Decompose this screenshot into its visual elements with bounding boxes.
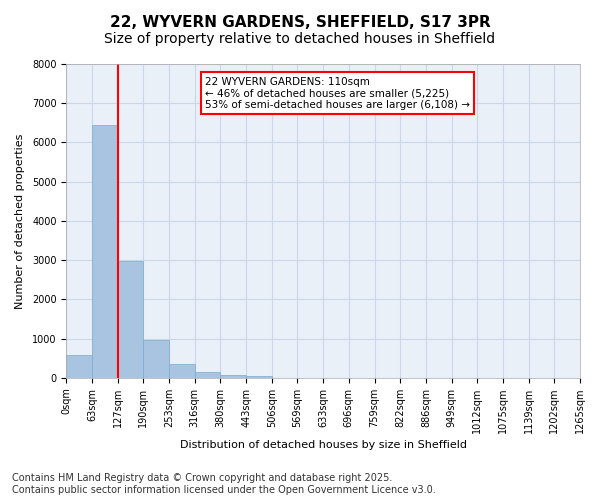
X-axis label: Distribution of detached houses by size in Sheffield: Distribution of detached houses by size … <box>179 440 467 450</box>
Text: Contains HM Land Registry data © Crown copyright and database right 2025.
Contai: Contains HM Land Registry data © Crown c… <box>12 474 436 495</box>
Bar <box>220 374 246 378</box>
Bar <box>66 356 92 378</box>
Bar <box>118 261 143 378</box>
Bar <box>246 376 272 378</box>
Bar <box>195 372 220 378</box>
Text: Size of property relative to detached houses in Sheffield: Size of property relative to detached ho… <box>104 32 496 46</box>
Y-axis label: Number of detached properties: Number of detached properties <box>15 133 25 308</box>
Bar <box>92 125 118 378</box>
Text: 22, WYVERN GARDENS, SHEFFIELD, S17 3PR: 22, WYVERN GARDENS, SHEFFIELD, S17 3PR <box>110 15 490 30</box>
Text: 22 WYVERN GARDENS: 110sqm
← 46% of detached houses are smaller (5,225)
53% of se: 22 WYVERN GARDENS: 110sqm ← 46% of detac… <box>205 76 470 110</box>
Bar <box>169 364 195 378</box>
Bar <box>143 340 169 378</box>
